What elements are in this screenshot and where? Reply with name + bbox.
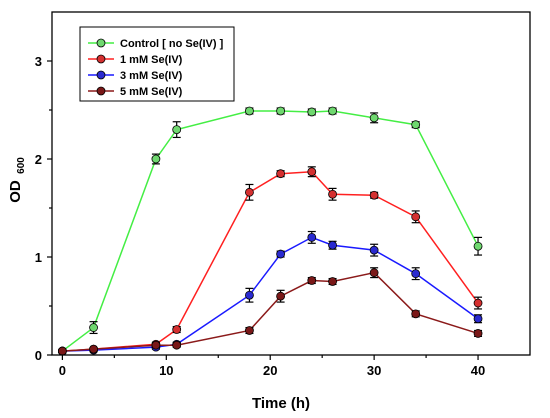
y-tick-label: 0 [35, 348, 42, 363]
data-point [245, 187, 254, 197]
data-point [276, 291, 286, 301]
data-point [328, 277, 337, 286]
data-point [172, 340, 182, 350]
data-point [369, 190, 379, 200]
data-point [307, 167, 317, 177]
series-1 [57, 166, 483, 356]
data-point [473, 298, 483, 308]
data-point [307, 232, 317, 242]
data-point [473, 314, 483, 324]
series-3 [57, 267, 483, 356]
legend-label: 3 mM Se(IV) [120, 70, 183, 82]
data-point [411, 212, 421, 222]
plot-frame [51, 11, 531, 356]
x-axis-title: Time (h) [252, 395, 310, 412]
data-point [328, 189, 337, 199]
x-tick-label: 30 [367, 363, 381, 378]
data-point [473, 329, 483, 338]
data-point [369, 268, 379, 278]
y-tick-label: 1 [35, 250, 42, 265]
x-tick-label: 20 [263, 363, 277, 378]
legend-swatch-marker [96, 54, 106, 64]
x-tick-label: 0 [59, 363, 66, 378]
data-point [172, 325, 182, 334]
data-point [411, 269, 421, 279]
data-point [328, 106, 337, 116]
data-point [276, 249, 286, 259]
legend-label: 5 mM Se(IV) [120, 86, 183, 98]
data-point [89, 344, 98, 354]
data-point [245, 290, 254, 300]
data-point [151, 340, 161, 350]
x-tick-label: 10 [159, 363, 173, 378]
data-point [328, 240, 337, 250]
data-point [57, 346, 67, 356]
y-tick-label: 3 [35, 54, 42, 69]
legend-swatch-marker [96, 38, 106, 48]
y-axis-title-main: OD [7, 180, 24, 203]
data-point [411, 120, 421, 130]
data-point [245, 106, 254, 116]
series-line [62, 236, 479, 352]
legend-label: Control [ no Se(IV) ] [120, 38, 224, 50]
data-point [369, 113, 379, 123]
data-point [307, 107, 317, 117]
legend-label: 1 mM Se(IV) [120, 54, 183, 66]
x-tick-label: 40 [471, 363, 485, 378]
data-point [172, 125, 182, 135]
legend-box [79, 26, 235, 102]
data-point [89, 323, 98, 332]
data-point [473, 241, 483, 251]
data-point [369, 245, 379, 255]
data-point [307, 276, 317, 285]
data-point [151, 154, 161, 164]
y-axis-title-subscript: 600 [16, 157, 27, 174]
data-point [245, 326, 254, 335]
data-point [276, 106, 286, 116]
series-line [62, 170, 479, 352]
series-0 [57, 106, 483, 356]
data-point [411, 309, 421, 319]
legend-swatch-marker [96, 86, 106, 96]
legend-swatch-marker [96, 70, 106, 80]
data-point [276, 169, 286, 179]
y-tick-label: 2 [35, 152, 42, 167]
y-axis-title: OD 600 [7, 157, 27, 203]
